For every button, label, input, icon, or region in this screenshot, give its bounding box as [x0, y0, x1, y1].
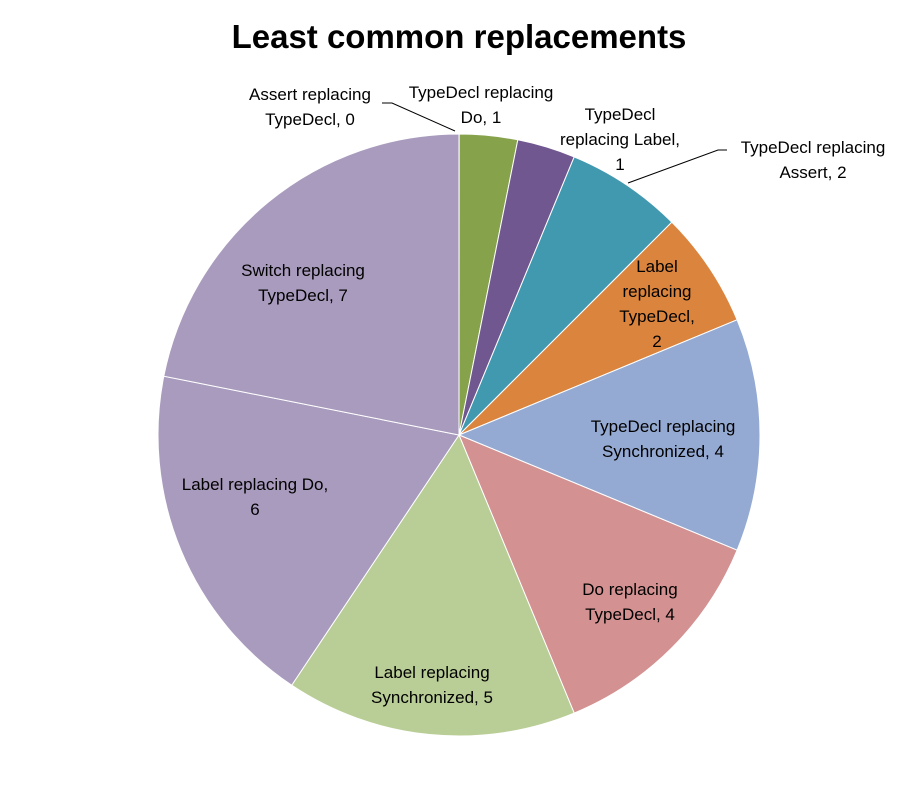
pie-slice-4: [458, 221, 738, 436]
slice-label-8: Label replacing Do, 6: [182, 475, 328, 519]
pie-slice-8: [157, 375, 460, 686]
pie-slice-5: [457, 319, 761, 551]
pie-slice-6: [458, 434, 738, 714]
slice-label-0: Assert replacing TypeDecl, 0: [249, 85, 371, 129]
pie-slice-7: [291, 433, 575, 737]
slice-label-7: Label replacing Synchronized, 5: [371, 663, 493, 707]
slice-label-2: TypeDecl replacing Label, 1: [560, 105, 680, 174]
leader-line-0: [382, 102, 456, 132]
slice-label-3: TypeDecl replacing Assert, 2: [741, 138, 886, 182]
pie-slice-9: [163, 133, 460, 436]
slice-label-6: Do replacing TypeDecl, 4: [582, 580, 677, 624]
slice-label-4: Label replacing TypeDecl, 2: [619, 257, 695, 351]
slice-label-5: TypeDecl replacing Synchronized, 4: [591, 417, 736, 461]
leader-line-3: [627, 149, 727, 184]
pie-slice-3: [458, 156, 673, 436]
chart-title: Least common replacements: [231, 18, 687, 55]
slice-label-9: Switch replacing TypeDecl, 7: [241, 261, 365, 305]
slice-label-1: TypeDecl replacing Do, 1: [409, 83, 554, 127]
